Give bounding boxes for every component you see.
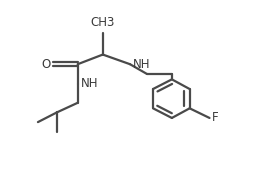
- Text: NH: NH: [133, 58, 151, 71]
- Text: F: F: [212, 112, 218, 124]
- Text: NH: NH: [81, 77, 98, 90]
- Text: CH3: CH3: [91, 16, 115, 29]
- Text: O: O: [41, 58, 50, 71]
